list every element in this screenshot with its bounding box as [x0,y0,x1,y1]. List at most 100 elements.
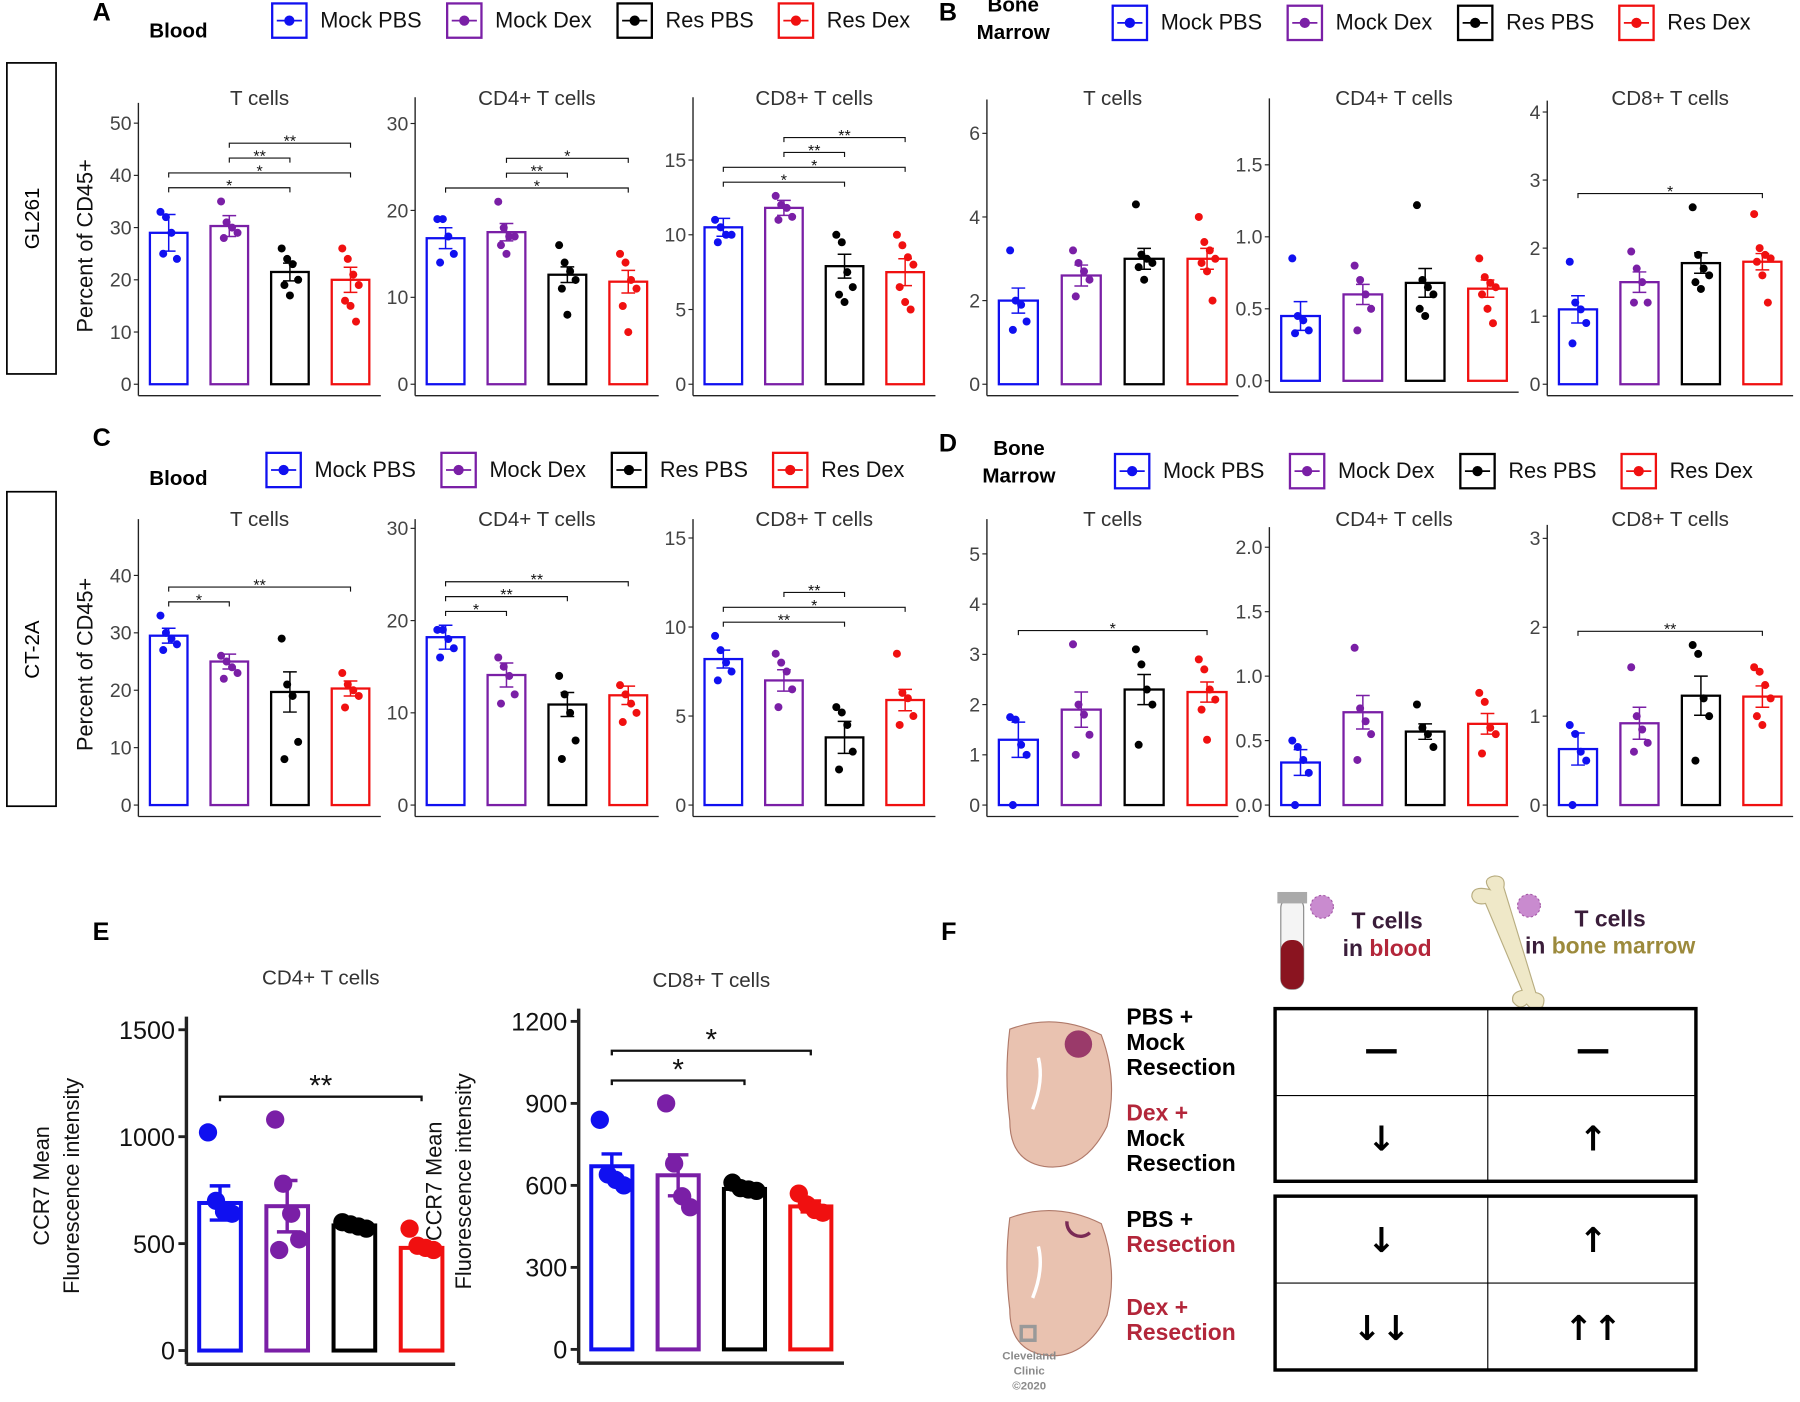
data-point [400,1219,419,1238]
data-point [1758,271,1767,280]
y-tick-label: 20 [387,610,409,632]
legend-marker [790,15,802,26]
bar [608,694,649,807]
data-point [1643,298,1652,307]
legend-marker [1470,17,1481,29]
legend-label: Mock Dex [495,7,592,32]
significance-bracket [505,157,629,163]
y-tick-label: 5 [675,706,686,728]
y-tick-label: 0 [1530,795,1541,817]
bar [703,657,744,807]
y-tick-label: 30 [387,113,409,135]
y-tick-label: 2 [1530,238,1541,260]
data-point [1293,743,1302,752]
data-point [722,230,731,239]
legend-label: Res Dex [827,7,910,32]
data-point [357,1219,376,1238]
data-point [1353,755,1362,764]
y-tick-label: 30 [110,217,132,239]
legend-marker [1301,465,1313,477]
data-point [1752,257,1761,266]
data-point [1418,276,1427,285]
significance-label: * [672,1053,684,1086]
legend-marker [1124,17,1136,29]
data-point [1488,319,1497,328]
data-point [782,203,791,212]
y-tick-label: 1.5 [1235,602,1262,624]
data-point [1421,312,1430,321]
data-point [433,215,442,224]
significance-label: * [706,1024,718,1057]
data-point [627,275,636,284]
table-cell: ↑ [1579,1119,1608,1159]
column-header: T cells [1352,908,1423,934]
chart-title: CD8+ T cells [755,87,873,110]
data-point [1629,747,1638,756]
significance-label: * [811,598,817,615]
data-point [1017,300,1026,309]
significance-bracket [722,181,846,187]
y-tick-label: 0 [969,795,980,817]
data-point [1361,290,1370,299]
data-point [1576,305,1585,314]
data-point [1211,695,1220,704]
y-axis-label: CCR7 Mean [29,1126,54,1245]
data-point [233,669,242,678]
bar [330,278,371,386]
data-point [909,260,918,269]
significance-bracket [722,621,846,627]
legend-marker [453,464,464,476]
legend-label: Mock PBS [1161,10,1262,35]
bar [788,1204,834,1352]
data-point [747,1181,766,1201]
legend-label: Mock Dex [1338,458,1435,483]
row-label: Mock [1126,1029,1185,1055]
column-header-prefix: in [1525,933,1545,959]
y-tick-label: 3 [969,644,980,666]
column-header-highlight: blood [1369,935,1431,961]
data-point [1571,729,1580,738]
data-point [502,249,511,258]
significance-label: * [534,178,540,195]
data-point [1688,203,1697,212]
error-bar [283,671,297,713]
data-point [280,755,289,764]
data-point [618,718,627,727]
significance-label: ** [500,587,512,604]
row-label: GL261 [21,188,44,250]
data-point [1491,730,1500,739]
data-point [837,708,846,717]
data-point [1491,283,1500,292]
legend-marker [278,464,289,476]
brain-icon [1006,1209,1113,1357]
data-point [1361,717,1370,726]
bar [1123,688,1165,807]
cell-icon [1516,893,1541,918]
bar [1186,690,1228,807]
data-point [1766,694,1775,703]
data-point [1627,663,1636,672]
bar [269,270,310,386]
significance-bracket [783,151,846,158]
data-point [909,712,918,721]
data-point [1291,801,1300,810]
data-point [901,298,910,307]
data-point [1423,730,1432,739]
data-point [895,720,904,729]
data-point [555,241,564,250]
data-point [560,258,569,267]
table-cell: ↑ [1579,1221,1608,1261]
data-point [449,249,458,258]
bar [721,1186,768,1352]
data-point [1008,325,1017,334]
data-point [283,680,292,689]
data-point [288,260,297,269]
y-tick-label: 0 [675,374,686,396]
data-point [505,671,514,680]
y-tick-label: 0 [161,1338,175,1366]
y-tick-label: 10 [110,738,132,760]
legend-marker [459,15,470,26]
y-tick-label: 600 [525,1173,567,1201]
y-tick-label: 15 [665,528,687,550]
legend-marker [284,15,295,26]
